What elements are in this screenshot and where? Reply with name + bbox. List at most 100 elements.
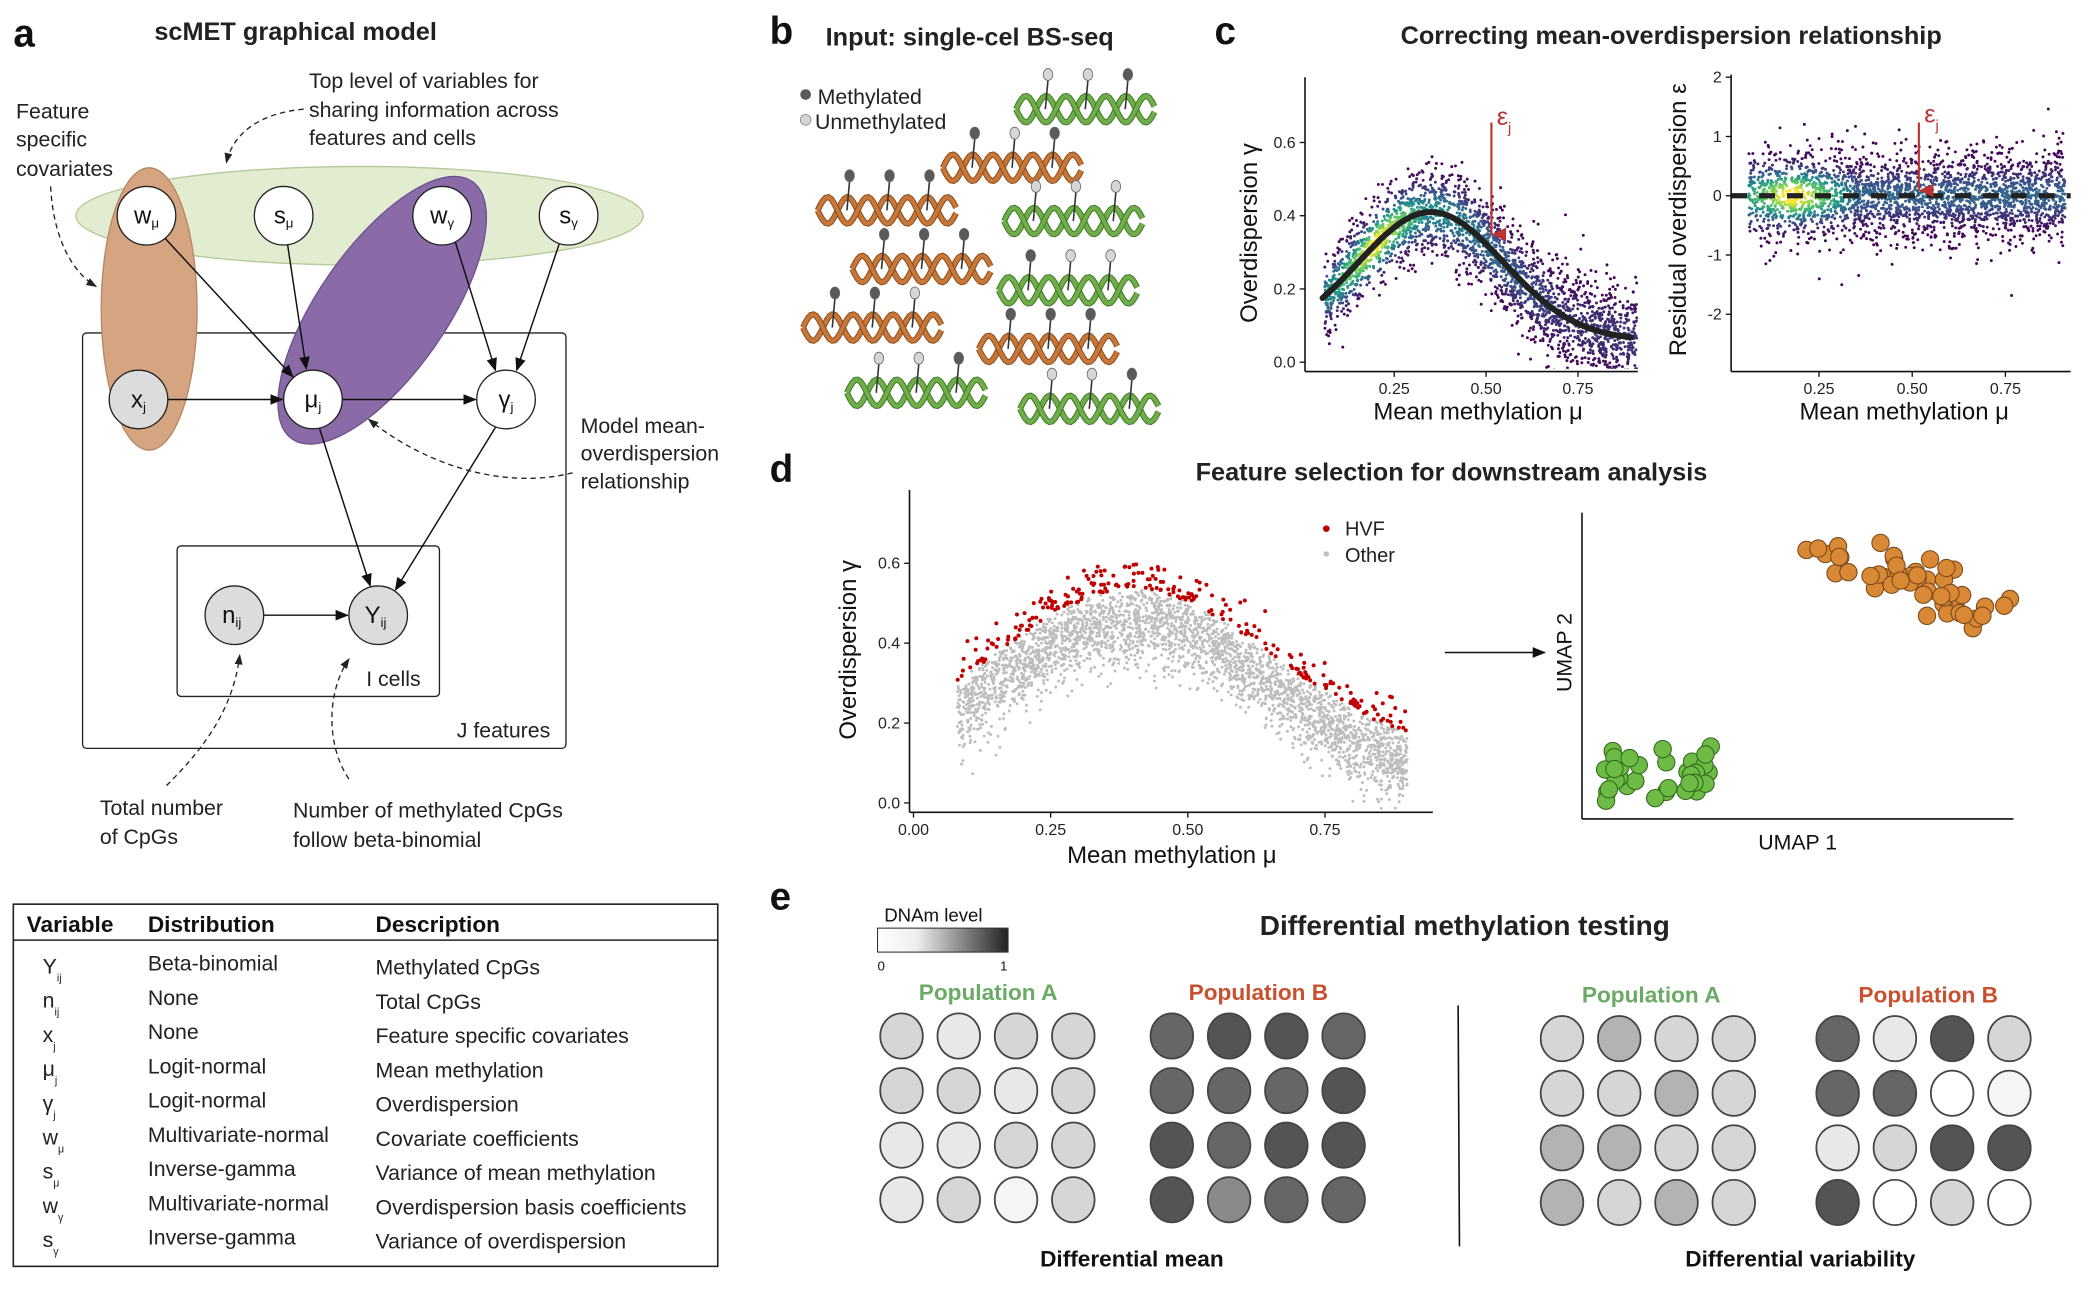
scatter-point bbox=[1629, 341, 1633, 345]
scatter-point bbox=[1377, 293, 1381, 297]
scatter-point bbox=[1498, 264, 1502, 268]
scatter-point bbox=[1336, 298, 1340, 302]
scatter-point bbox=[1806, 200, 1810, 204]
scatter-point bbox=[1409, 233, 1413, 237]
scatter-point bbox=[1336, 305, 1340, 309]
scatter-point bbox=[1607, 296, 1611, 300]
scatter-point bbox=[1889, 170, 1892, 174]
scatter-point bbox=[1430, 239, 1434, 243]
scatter-point bbox=[1323, 326, 1327, 330]
scatter-point bbox=[2061, 131, 2065, 135]
scatter-point bbox=[1437, 187, 1441, 191]
scatter-point bbox=[1985, 188, 1989, 191]
scatter-point bbox=[1426, 241, 1430, 245]
scatter-point bbox=[1465, 231, 1468, 235]
scatter-point bbox=[1926, 159, 1930, 163]
scatter-point bbox=[1897, 128, 1901, 132]
scatter-point bbox=[1430, 234, 1434, 238]
scatter-point bbox=[1844, 226, 1848, 230]
scatter-point bbox=[1407, 204, 1411, 208]
scatter-point bbox=[1956, 188, 1960, 192]
scatter-point bbox=[1400, 189, 1404, 193]
scatter-point bbox=[1525, 336, 1529, 340]
scatter-point bbox=[1827, 229, 1831, 233]
scatter-point bbox=[1837, 166, 1841, 169]
total-note-dashed-arrow bbox=[165, 653, 243, 787]
scatter-point bbox=[1623, 383, 1626, 386]
scatter-point bbox=[1346, 284, 1350, 288]
scatter-point bbox=[2028, 168, 2032, 172]
scatter-point bbox=[1625, 377, 1628, 380]
scatter-point bbox=[2042, 224, 2046, 228]
scatter-point bbox=[1801, 189, 1805, 193]
scatter-point bbox=[1612, 327, 1616, 330]
scatter-point bbox=[1573, 292, 1577, 296]
scatter-point bbox=[1952, 234, 1956, 238]
scatter-point bbox=[1845, 129, 1849, 133]
scatter-point bbox=[1393, 194, 1397, 198]
scatter-point bbox=[1833, 179, 1837, 183]
scatter-point bbox=[1586, 339, 1590, 343]
scatter-point bbox=[2058, 189, 2062, 193]
scatter-point bbox=[1397, 190, 1401, 194]
scatter-point bbox=[1572, 304, 1576, 308]
scatter-point bbox=[1502, 307, 1506, 310]
scatter-point bbox=[1811, 155, 1815, 159]
scatter-point bbox=[1493, 221, 1497, 225]
dna-strand bbox=[814, 169, 959, 227]
scatter-point bbox=[1950, 217, 1954, 221]
scatter-point bbox=[1412, 196, 1416, 200]
scatter-point bbox=[1582, 284, 1586, 288]
scatter-point bbox=[1344, 296, 1348, 299]
scatter-point bbox=[1901, 230, 1905, 234]
methylated-cpg bbox=[884, 169, 895, 183]
scatter-point bbox=[1431, 249, 1435, 253]
node-s-gamma: sγ bbox=[538, 185, 599, 246]
note-line: Model mean- bbox=[581, 414, 705, 438]
scatter-point bbox=[1587, 306, 1591, 310]
scatter-point bbox=[1960, 198, 1964, 202]
scatter-point bbox=[1993, 197, 1997, 201]
scatter-point bbox=[1634, 348, 1638, 352]
scatter-point bbox=[1829, 221, 1833, 225]
scatter-point bbox=[1833, 217, 1837, 220]
scatter-point bbox=[1902, 223, 1906, 227]
scatter-point bbox=[2032, 237, 2036, 241]
scatter-point bbox=[1761, 229, 1765, 233]
scatter-point bbox=[1532, 325, 1536, 329]
scatter-point bbox=[1473, 200, 1477, 204]
scatter-point bbox=[1442, 245, 1446, 249]
scatter-point bbox=[1452, 239, 1456, 243]
scatter-point bbox=[2038, 219, 2041, 223]
scatter-point bbox=[2011, 163, 2015, 167]
scatter-point bbox=[1562, 306, 1566, 310]
scatter-point bbox=[1856, 189, 1860, 193]
scatter-point bbox=[1444, 221, 1448, 225]
scatter-point bbox=[1376, 251, 1380, 255]
scatter-point bbox=[1464, 216, 1468, 220]
cpg-stick bbox=[1051, 138, 1056, 168]
scatter-point bbox=[1896, 186, 1900, 189]
scatter-point bbox=[2009, 201, 2013, 205]
scatter-point bbox=[2036, 224, 2040, 228]
scatter-point bbox=[1435, 253, 1439, 257]
scatter-point bbox=[1779, 224, 1783, 228]
scatter-point bbox=[1908, 186, 1912, 190]
scatter-point bbox=[1407, 236, 1411, 240]
scatter-point bbox=[1354, 292, 1358, 296]
scatter-point bbox=[1442, 219, 1446, 223]
scatter-point bbox=[2008, 204, 2012, 208]
scatter-point bbox=[1456, 204, 1460, 208]
scatter-point bbox=[1817, 277, 1821, 281]
scatter-point bbox=[2043, 206, 2047, 210]
scatter-point bbox=[1975, 167, 1979, 171]
scatter-point bbox=[1830, 187, 1834, 191]
scatter-point bbox=[1635, 316, 1639, 320]
scatter-point bbox=[1981, 200, 1985, 204]
scatter-point bbox=[2012, 172, 2016, 176]
scatter-point bbox=[1532, 257, 1535, 261]
scatter-point bbox=[1610, 296, 1613, 299]
scatter-point bbox=[1607, 310, 1611, 314]
scatter-point bbox=[1580, 356, 1584, 360]
